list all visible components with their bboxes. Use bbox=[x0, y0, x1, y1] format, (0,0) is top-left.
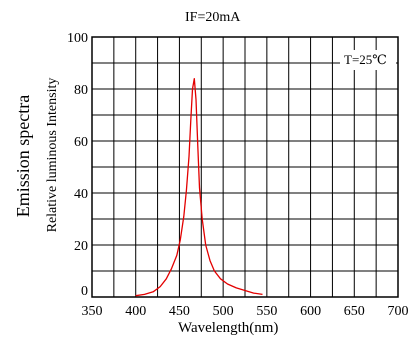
x-tick-label: 450 bbox=[169, 304, 190, 319]
x-tick-label: 400 bbox=[125, 304, 146, 319]
y-axis-secondary-label: Relative luminous Intensity bbox=[45, 77, 60, 233]
y-axis-label: Emission spectra bbox=[13, 94, 33, 218]
y-tick-label: 0 bbox=[81, 284, 88, 299]
x-tick-label: 500 bbox=[213, 304, 234, 319]
x-tick-label: 600 bbox=[300, 304, 321, 319]
y-tick-label: 80 bbox=[74, 83, 88, 98]
x-tick-label: 550 bbox=[256, 304, 277, 319]
spectrum-line bbox=[135, 77, 263, 297]
x-tick-label: 700 bbox=[388, 304, 408, 319]
y-tick-label: 40 bbox=[74, 187, 88, 202]
chart-title: IF=20mA bbox=[185, 10, 241, 25]
plot-frame bbox=[91, 36, 399, 298]
x-tick-label: 350 bbox=[82, 304, 103, 319]
y-tick-label: 60 bbox=[74, 135, 88, 150]
annotation-background bbox=[340, 50, 396, 70]
y-tick-label: 20 bbox=[74, 239, 88, 254]
x-tick-label: 650 bbox=[344, 304, 365, 319]
temperature-annotation: T=25℃ bbox=[344, 52, 387, 67]
x-axis-label: Wavelength(nm) bbox=[178, 320, 279, 336]
y-tick-label: 100 bbox=[67, 31, 88, 46]
